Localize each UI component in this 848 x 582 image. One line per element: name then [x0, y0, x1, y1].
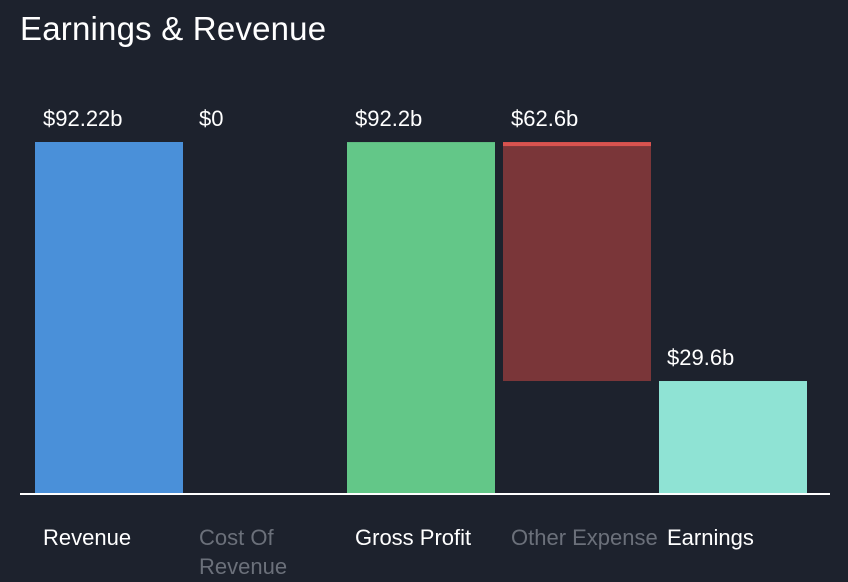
category-label-earnings: Earnings [667, 525, 754, 550]
category-label-revenue: Revenue [43, 525, 131, 550]
category-label-cost-of-revenue: Cost Of Revenue [199, 525, 287, 579]
bar-cap-other-expense [503, 142, 651, 147]
value-label-other-expense: $62.6b [511, 106, 578, 131]
bar-gross-profit [347, 142, 495, 494]
bar-earnings [659, 381, 807, 494]
value-label-earnings: $29.6b [667, 345, 734, 370]
value-label-gross-profit: $92.2b [355, 106, 422, 131]
value-label-revenue: $92.22b [43, 106, 123, 131]
value-label-cost-of-revenue: $0 [199, 106, 223, 131]
category-label-other-expense: Other Expense [511, 525, 658, 550]
category-label-gross-profit: Gross Profit [355, 525, 471, 550]
bar-other-expense [503, 142, 651, 382]
chart-title: Earnings & Revenue [20, 10, 327, 47]
bar-revenue [35, 142, 183, 494]
